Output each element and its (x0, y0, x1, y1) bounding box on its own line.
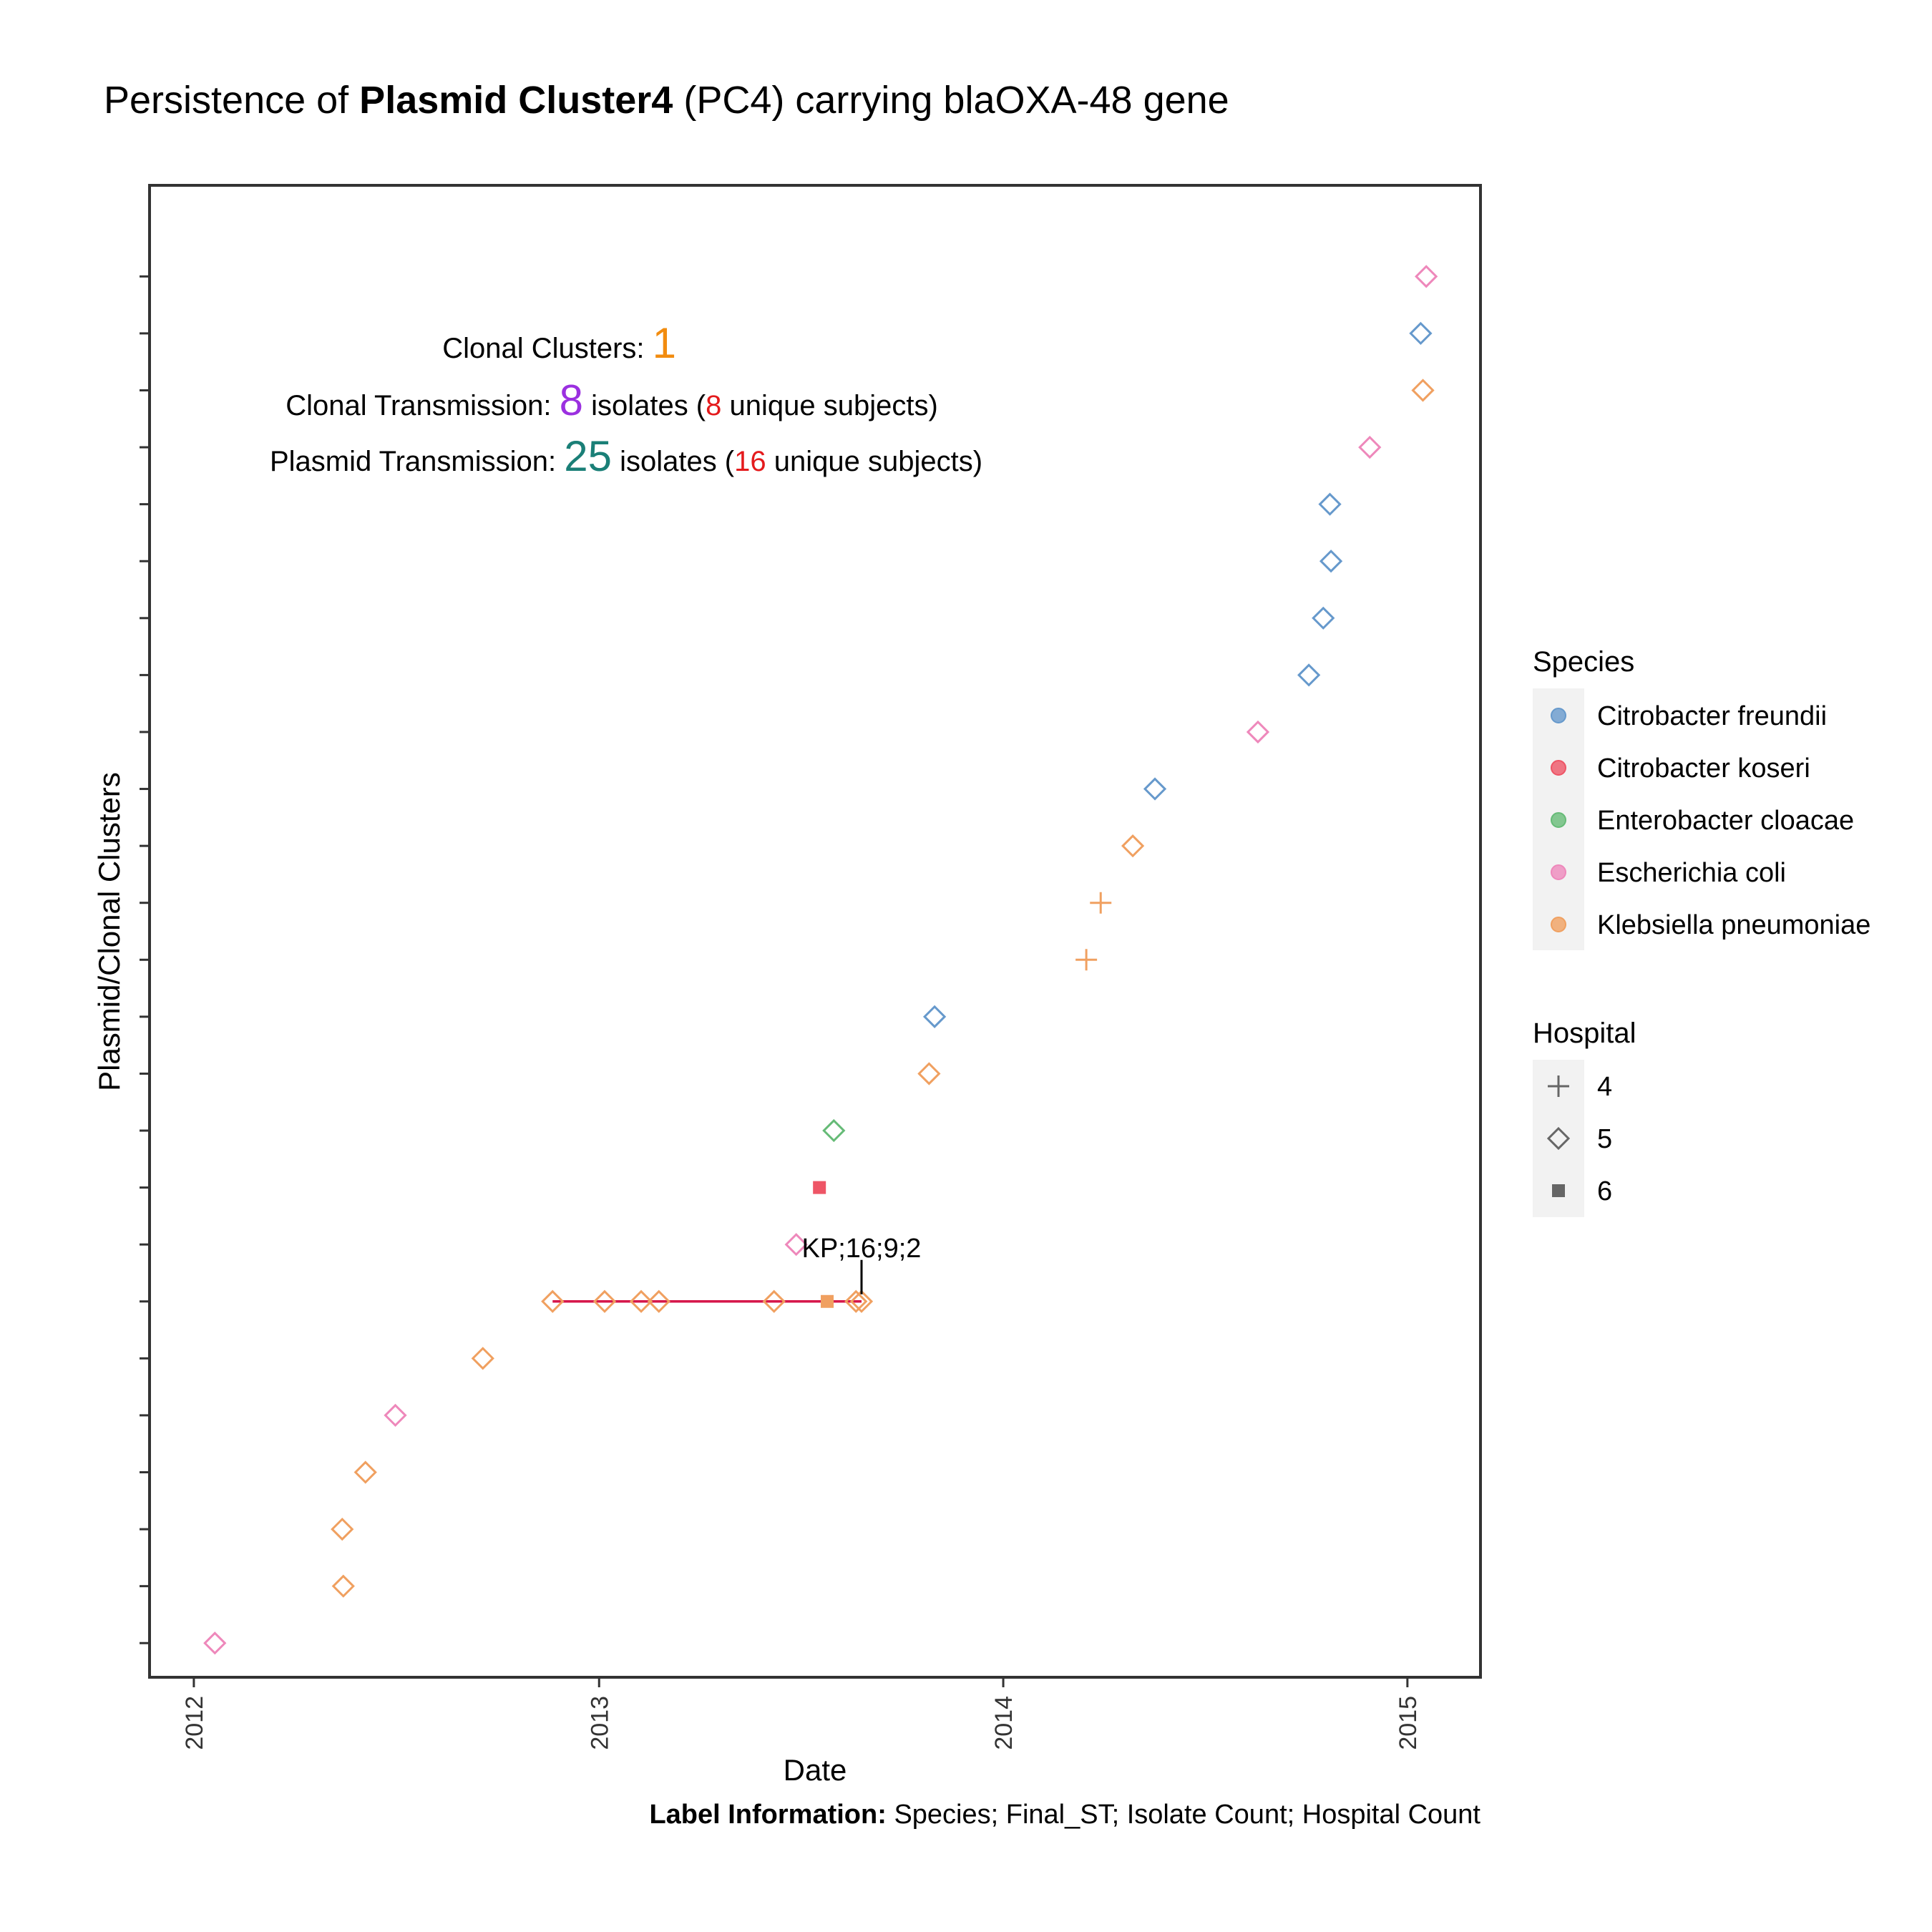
point-annotations: KP;16;9;2 (802, 1234, 922, 1294)
plot-panel (148, 184, 1482, 1679)
data-point (1246, 720, 1270, 744)
data-point (1409, 321, 1433, 346)
species-legend-label: Citrobacter freundii (1597, 701, 1827, 731)
data-points (203, 265, 1438, 1655)
data-point (384, 1403, 407, 1428)
data-point (1318, 492, 1342, 516)
chart-title-bold: Plasmid Cluster4 (359, 79, 673, 122)
x-tick-label: 2013 (586, 1696, 613, 1750)
annotation-label: KP;16;9;2 (802, 1234, 922, 1264)
data-point (849, 1289, 874, 1313)
hospital-legend: Hospital 4 5 6 (1533, 1018, 1636, 1217)
summary-plasmid-transmission: Plasmid Transmission: 25 isolates (16 un… (270, 432, 982, 480)
data-point (844, 1289, 868, 1313)
data-point (471, 1347, 494, 1370)
species-legend-key (1551, 864, 1566, 880)
summary-clonal-transmission: Clonal Transmission: 8 isolates (8 uniqu… (286, 376, 938, 424)
summary-clonal-subjects-text: unique subjects) (721, 390, 937, 421)
summary-clonal-clusters: Clonal Clusters: 1 (442, 319, 676, 367)
data-point (1297, 663, 1321, 687)
summary-plasmid-transmission-label: Plasmid Transmission: (270, 446, 564, 477)
data-point (629, 1289, 653, 1313)
data-point (1143, 777, 1167, 801)
hospital-legend-label: 4 (1597, 1072, 1612, 1102)
data-point (923, 1005, 947, 1028)
data-point (1075, 949, 1098, 971)
chart-title-suffix: (PC4) carrying blaOXA-48 gene (673, 79, 1229, 122)
data-point (917, 1062, 941, 1085)
data-point (1411, 379, 1435, 402)
data-point (203, 1631, 227, 1655)
species-legend-label: Citrobacter koseri (1597, 753, 1810, 784)
data-point (784, 1233, 808, 1257)
hospital-legend-key (1546, 1126, 1571, 1151)
x-tick-label: 2012 (181, 1696, 208, 1750)
data-point (647, 1289, 670, 1313)
data-point (1121, 834, 1145, 858)
species-legend-key (1551, 708, 1566, 723)
data-point (331, 1517, 354, 1541)
species-legend-title: Species (1533, 646, 1634, 678)
data-point (813, 1181, 826, 1194)
x-axis-ticks: 2012 2013 2014 2015 (181, 1677, 1422, 1750)
hospital-legend-label: 6 (1597, 1176, 1612, 1206)
caption-bold: Label Information: (649, 1800, 886, 1830)
species-legend: Species Citrobacter freundii Citrobacter … (1533, 646, 1870, 950)
data-point (353, 1460, 377, 1484)
data-point (1415, 265, 1438, 288)
y-axis-ticks (140, 275, 150, 1644)
species-legend-label: Enterobacter cloacae (1597, 806, 1854, 836)
summary-clonal-isolates-text: isolates ( (583, 390, 706, 421)
data-point (1090, 892, 1112, 914)
species-legend-key (1551, 917, 1566, 932)
data-point (331, 1574, 355, 1598)
data-point (1319, 550, 1343, 573)
hospital-legend-label: 5 (1597, 1124, 1612, 1154)
summary-clonal-transmission-value: 8 (560, 376, 583, 424)
data-point (1358, 435, 1382, 459)
y-axis-title: Plasmid/Clonal Clusters (92, 772, 126, 1091)
caption: Label Information: Species; Final_ST; Is… (649, 1800, 1480, 1830)
hospital-legend-key (1552, 1184, 1565, 1197)
summary-clonal-clusters-label: Clonal Clusters: (442, 333, 652, 364)
x-tick-label: 2015 (1395, 1696, 1422, 1750)
x-tick-label: 2014 (990, 1696, 1018, 1750)
caption-text: Species; Final_ST; Isolate Count; Hospit… (887, 1800, 1481, 1830)
summary-plasmid-subjects-value: 16 (734, 446, 766, 477)
summary-clonal-clusters-value: 1 (653, 319, 676, 367)
summary-plasmid-subjects-text: unique subjects) (766, 446, 982, 477)
data-point (762, 1289, 786, 1313)
data-point (1312, 606, 1335, 630)
data-point (592, 1289, 617, 1313)
species-legend-label: Klebsiella pneumoniae (1597, 910, 1870, 940)
data-point (822, 1118, 846, 1143)
species-legend-key (1551, 812, 1566, 828)
summary-plasmid-transmission-value: 25 (564, 432, 612, 480)
data-point (821, 1294, 834, 1308)
hospital-legend-title: Hospital (1533, 1018, 1636, 1049)
chart-title-prefix: Persistence of (104, 79, 359, 122)
species-legend-label: Escherichia coli (1597, 858, 1786, 888)
hospital-legend-key (1548, 1075, 1569, 1097)
species-legend-key (1551, 760, 1566, 776)
summary-clonal-transmission-label: Clonal Transmission: (286, 390, 559, 421)
summary-plasmid-isolates-text: isolates ( (612, 446, 735, 477)
summary-clonal-subjects-value: 8 (706, 390, 721, 421)
x-axis-title: Date (784, 1753, 847, 1787)
data-point (541, 1289, 565, 1313)
chart-title: Persistence of Plasmid Cluster4 (PC4) ca… (104, 79, 1229, 122)
